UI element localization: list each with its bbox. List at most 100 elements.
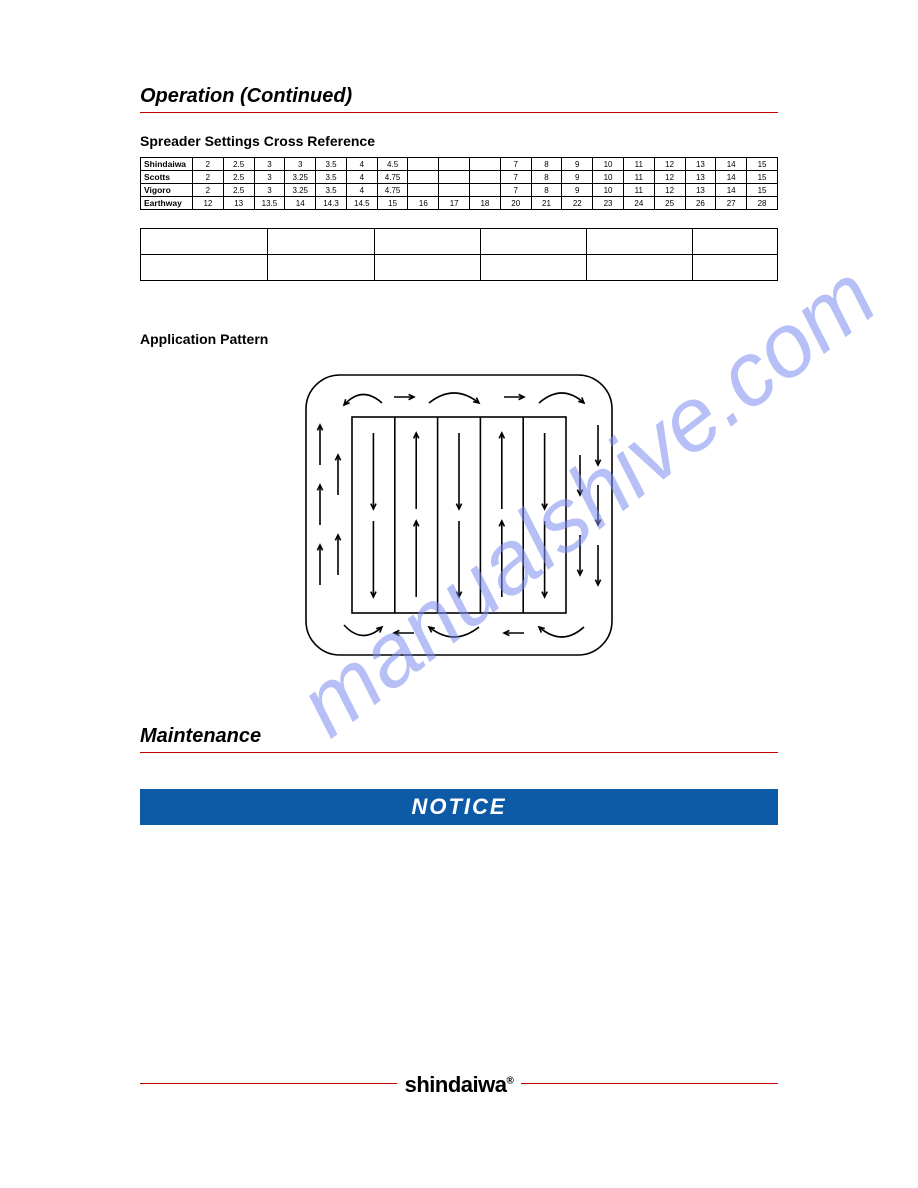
value-cell: 13 (223, 197, 254, 210)
value-cell (470, 158, 501, 171)
value-cell: 10 (593, 171, 624, 184)
maintenance-title: Maintenance (140, 725, 778, 748)
maintenance-rule (140, 752, 778, 753)
value-cell: 14 (716, 184, 747, 197)
value-cell: 8 (531, 184, 562, 197)
value-cell: 11 (623, 184, 654, 197)
table-row: Scotts22.533.253.544.75 789101112131415 (141, 171, 778, 184)
value-cell (408, 158, 439, 171)
value-cell: 10 (593, 158, 624, 171)
value-cell: 28 (747, 197, 778, 210)
value-cell: 3.25 (285, 184, 316, 197)
value-cell: 13 (685, 184, 716, 197)
value-cell (408, 171, 439, 184)
pattern-diagram (294, 365, 624, 665)
value-cell: 11 (623, 158, 654, 171)
value-cell: 7 (500, 184, 531, 197)
value-cell: 16 (408, 197, 439, 210)
value-cell: 9 (562, 158, 593, 171)
value-cell: 4.75 (377, 171, 408, 184)
value-cell: 12 (193, 197, 224, 210)
value-cell: 12 (654, 184, 685, 197)
footer-logo-block: shindaiwa® (0, 1083, 918, 1098)
value-cell: 8 (531, 158, 562, 171)
value-cell: 9 (562, 184, 593, 197)
value-cell: 3.5 (316, 158, 347, 171)
value-cell: 7 (500, 171, 531, 184)
value-cell: 13.5 (254, 197, 285, 210)
value-cell: 4.5 (377, 158, 408, 171)
table-row (141, 255, 778, 281)
notice-banner: NOTICE (140, 789, 778, 825)
value-cell (439, 171, 470, 184)
section-rule (140, 112, 778, 113)
section-title: Operation (Continued) (140, 85, 778, 108)
value-cell: 3 (254, 158, 285, 171)
table-row: Vigoro22.533.253.544.75 789101112131415 (141, 184, 778, 197)
value-cell: 22 (562, 197, 593, 210)
value-cell: 15 (747, 171, 778, 184)
value-cell: 3.25 (285, 171, 316, 184)
table-row: Earthway121313.51414.314.515161718202122… (141, 197, 778, 210)
brand-logo-text: shindaiwa (405, 1072, 507, 1097)
value-cell: 12 (654, 158, 685, 171)
value-cell: 15 (747, 158, 778, 171)
value-cell: 23 (593, 197, 624, 210)
value-cell: 15 (747, 184, 778, 197)
value-cell: 14 (716, 171, 747, 184)
table-row (141, 229, 778, 255)
value-cell: 17 (439, 197, 470, 210)
value-cell: 3 (285, 158, 316, 171)
value-cell (439, 184, 470, 197)
manual-page: Operation (Continued) Spreader Settings … (0, 0, 918, 1188)
value-cell: 27 (716, 197, 747, 210)
value-cell: 13 (685, 158, 716, 171)
value-cell: 7 (500, 158, 531, 171)
value-cell: 14.5 (346, 197, 377, 210)
value-cell: 3.5 (316, 184, 347, 197)
value-cell: 2.5 (223, 158, 254, 171)
value-cell: 9 (562, 171, 593, 184)
blank-table (140, 228, 778, 281)
value-cell: 21 (531, 197, 562, 210)
brand-cell: Vigoro (141, 184, 193, 197)
value-cell: 14 (716, 158, 747, 171)
value-cell: 2.5 (223, 171, 254, 184)
brand-logo: shindaiwa® (397, 1072, 522, 1098)
value-cell: 2 (193, 171, 224, 184)
value-cell: 3 (254, 184, 285, 197)
value-cell: 18 (470, 197, 501, 210)
value-cell: 20 (500, 197, 531, 210)
value-cell: 4 (346, 184, 377, 197)
value-cell: 25 (654, 197, 685, 210)
value-cell: 2.5 (223, 184, 254, 197)
brand-logo-reg: ® (506, 1076, 513, 1087)
value-cell: 10 (593, 184, 624, 197)
value-cell: 12 (654, 171, 685, 184)
pattern-diagram-wrap (140, 365, 778, 665)
brand-cell: Shindaiwa (141, 158, 193, 171)
value-cell: 14.3 (316, 197, 347, 210)
value-cell: 11 (623, 171, 654, 184)
value-cell: 26 (685, 197, 716, 210)
value-cell: 24 (623, 197, 654, 210)
value-cell: 8 (531, 171, 562, 184)
application-heading: Application Pattern (140, 331, 778, 347)
value-cell: 2 (193, 158, 224, 171)
value-cell (470, 184, 501, 197)
brand-cell: Scotts (141, 171, 193, 184)
value-cell: 2 (193, 184, 224, 197)
cross-ref-table: Shindaiwa22.5333.544.5789101112131415Sco… (140, 157, 778, 210)
value-cell: 4 (346, 171, 377, 184)
value-cell: 3 (254, 171, 285, 184)
value-cell: 13 (685, 171, 716, 184)
value-cell: 3.5 (316, 171, 347, 184)
value-cell (470, 171, 501, 184)
value-cell (439, 158, 470, 171)
value-cell: 15 (377, 197, 408, 210)
value-cell: 4.75 (377, 184, 408, 197)
cross-ref-heading: Spreader Settings Cross Reference (140, 133, 778, 149)
brand-cell: Earthway (141, 197, 193, 210)
value-cell (408, 184, 439, 197)
value-cell: 4 (346, 158, 377, 171)
